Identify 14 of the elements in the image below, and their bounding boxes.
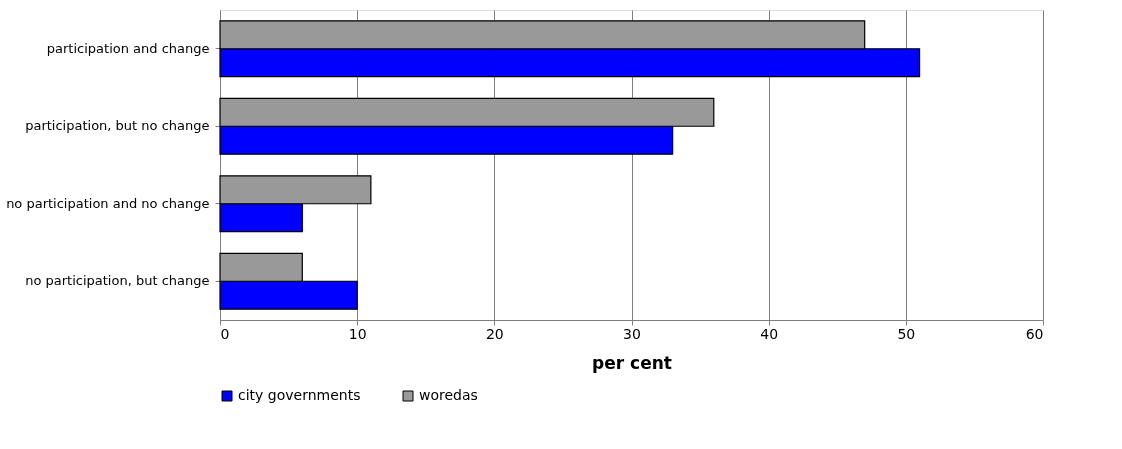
y-tick-label: participation, but no change [25,118,210,134]
y-tick-label: no participation and no change [6,195,210,211]
x-tick-label: 10 [348,325,367,342]
x-tick-label: 40 [760,325,779,342]
y-tick-label: no participation, but change [25,273,210,289]
legend-label: woredas [419,387,478,403]
y-tick-label: participation and change [46,40,210,56]
x-tick-label: 60 [1025,325,1044,342]
x-tick-label: 30 [623,325,641,342]
x-tick-label: 20 [485,325,504,342]
x-tick-label: 0 [220,325,230,342]
x-tick-label: 50 [897,325,916,342]
legend-label: city governments [238,387,361,403]
x-axis-title: per cent [592,352,672,373]
